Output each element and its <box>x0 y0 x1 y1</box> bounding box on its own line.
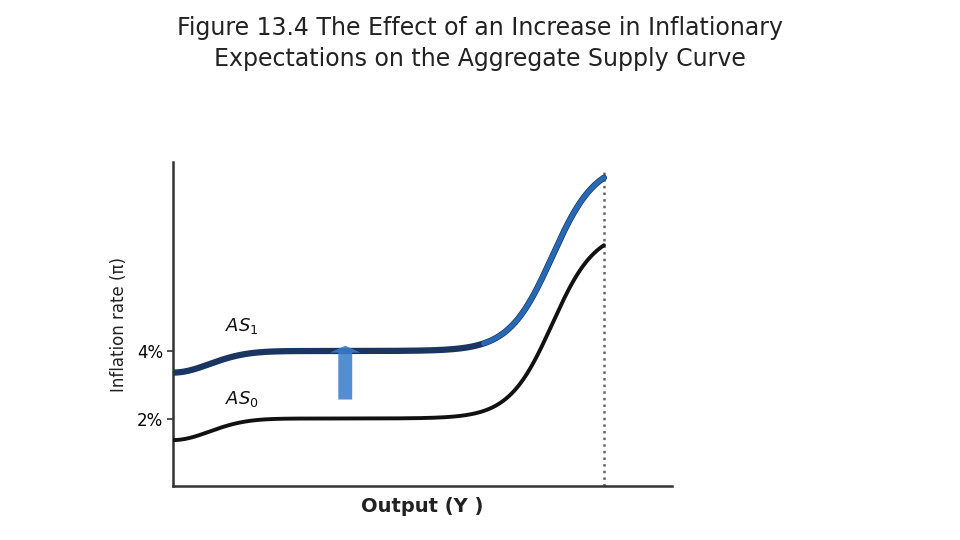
Text: $AS_1$: $AS_1$ <box>225 316 258 336</box>
Text: $AS_0$: $AS_0$ <box>225 389 259 409</box>
X-axis label: Output (Y ): Output (Y ) <box>361 497 484 516</box>
Text: Figure 13.4 The Effect of an Increase in Inflationary
Expectations on the Aggreg: Figure 13.4 The Effect of an Increase in… <box>177 16 783 71</box>
Y-axis label: Inflation rate (π): Inflation rate (π) <box>110 256 129 392</box>
